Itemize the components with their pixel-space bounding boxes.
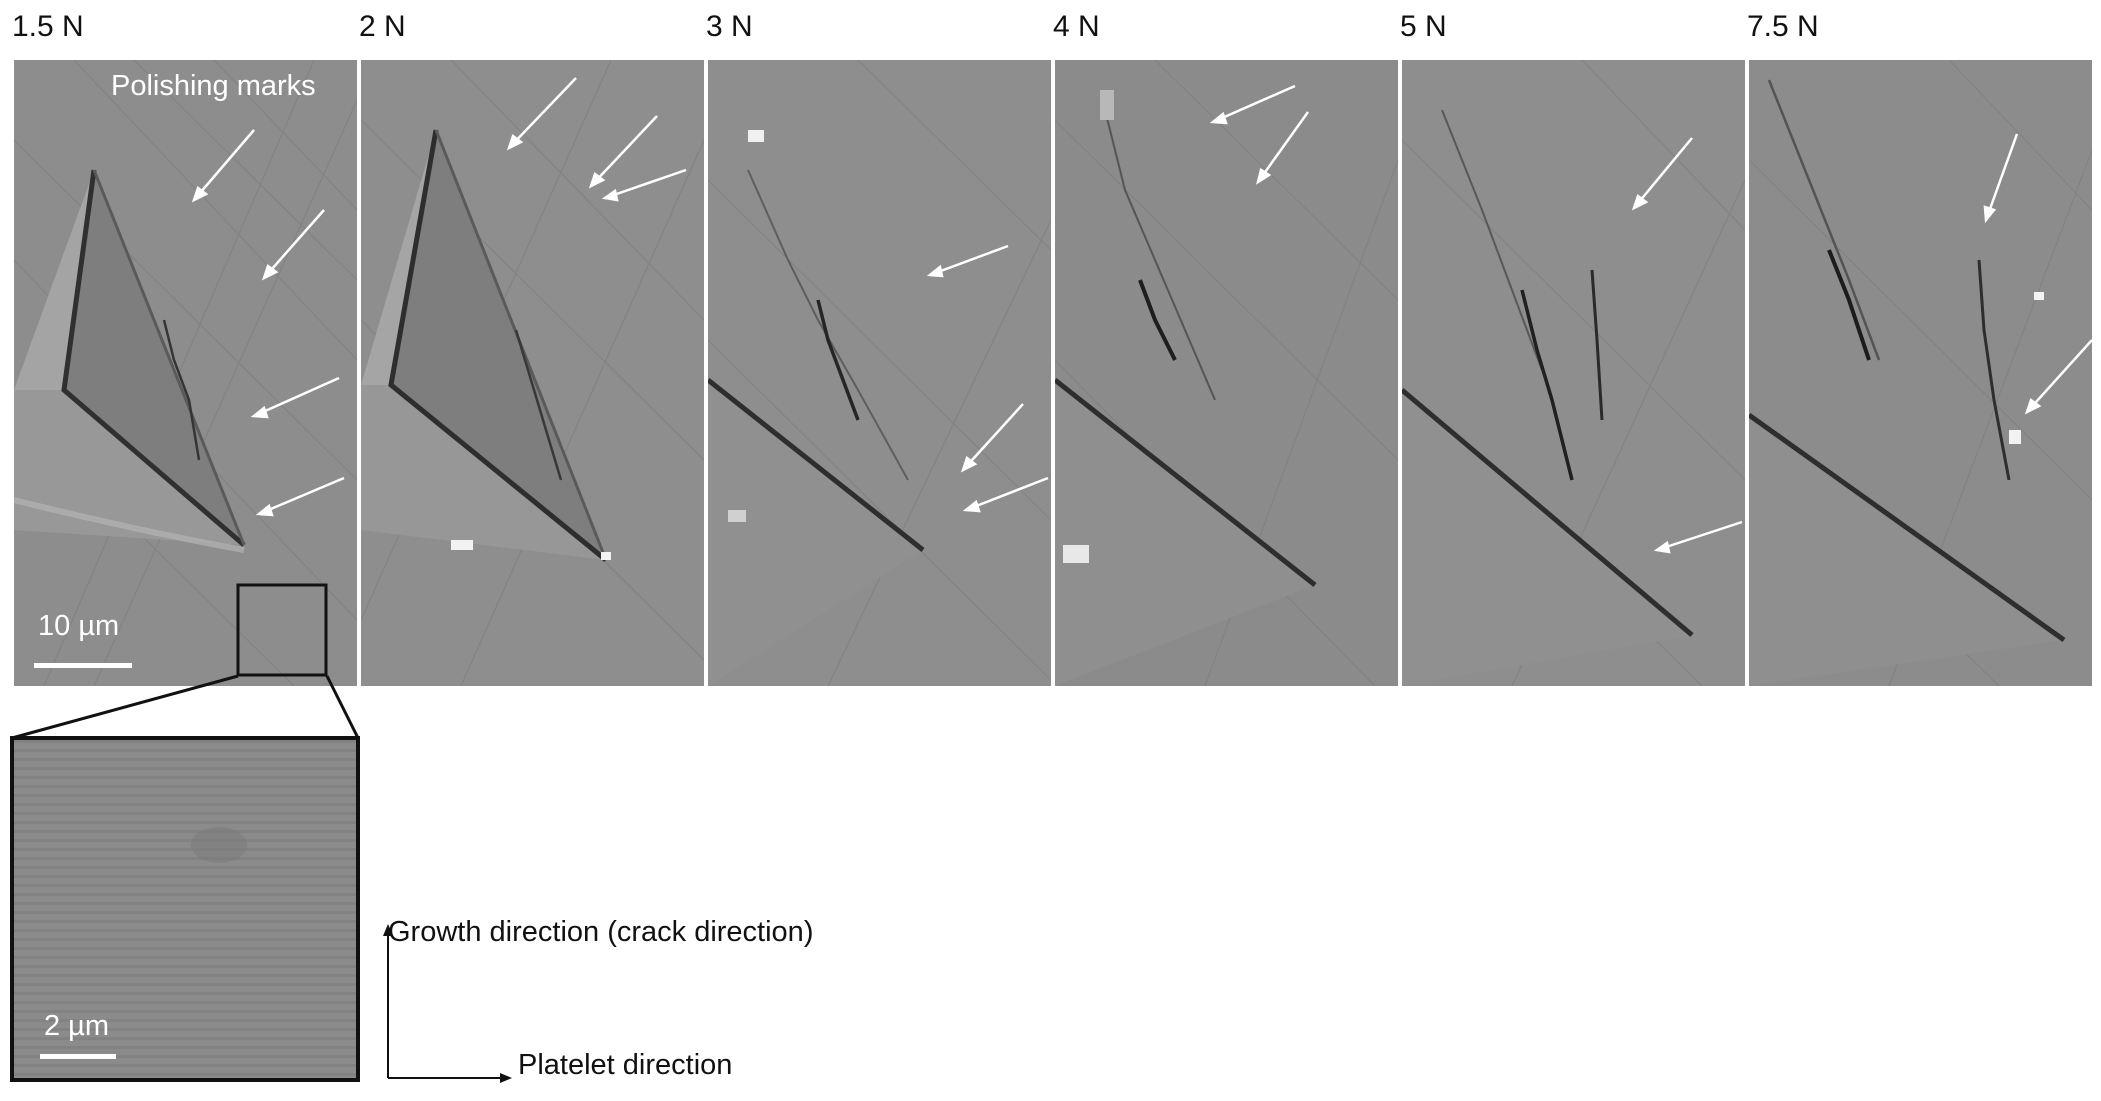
scale-bar-inset [40,1054,116,1059]
growth-direction-label: Growth direction (crack direction) [388,916,814,948]
panel-label-1-5n: 1.5 N [12,10,84,43]
scale-bar-main [34,663,132,668]
direction-axes [383,924,512,1083]
scale-label-main: 10 µm [38,610,120,642]
panel-label-2n: 2 N [359,10,406,43]
arrow-up-icon [383,924,393,936]
panel-label-3n: 3 N [706,10,753,43]
micrograph-panel-2n [361,60,704,686]
micrograph-panel-3n [708,60,1051,686]
zoom-inset-panel: 2 µm [10,736,360,1082]
scale-label-inset: 2 µm [44,1010,110,1042]
arrow-right-icon [500,1073,512,1083]
micrograph-panel-4n [1055,60,1398,686]
micrograph-panel-1-5n: Polishing marks 10 µm [14,60,357,686]
platelet-direction-label: Platelet direction [518,1049,733,1081]
panel-label-4n: 4 N [1053,10,1100,43]
micrograph-panel-5n [1402,60,1745,686]
panel-label-5n: 5 N [1400,10,1447,43]
polishing-marks-annotation: Polishing marks [111,70,316,102]
micrograph-panel-7-5n [1749,60,2092,686]
panel-label-7-5n: 7.5 N [1747,10,1819,43]
